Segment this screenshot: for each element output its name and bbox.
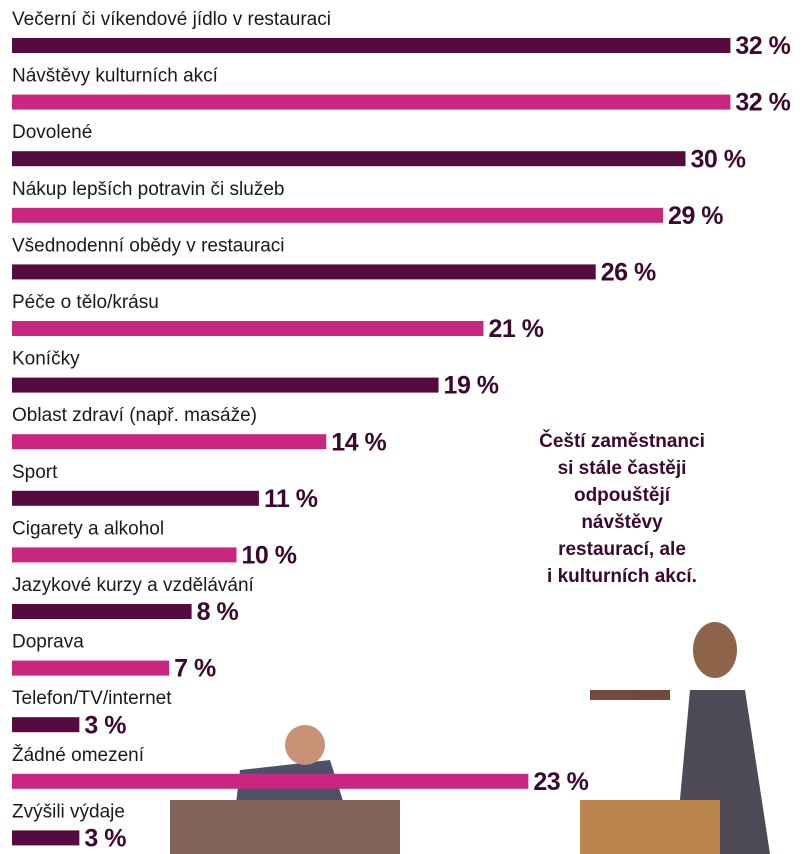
category-label: Nákup lepších potravin či služeb xyxy=(12,179,284,200)
annotation: si stále častěji xyxy=(558,458,687,479)
category-label: Sport xyxy=(12,462,58,483)
category-label: Večerní či víkendové jídlo v restauraci xyxy=(12,9,331,30)
annotation: i kulturních akcí. xyxy=(547,566,697,587)
bar xyxy=(12,264,596,280)
value-label: 14 % xyxy=(331,428,386,456)
value-label: 10 % xyxy=(242,542,297,570)
value-label: 23 % xyxy=(533,768,588,796)
tray xyxy=(590,690,670,700)
category-label: Doprava xyxy=(12,632,84,653)
bar xyxy=(12,207,664,223)
category-label: Koníčky xyxy=(12,349,80,370)
value-label: 30 % xyxy=(691,145,746,173)
bar xyxy=(12,151,686,167)
category-label: Telefon/TV/internet xyxy=(12,688,172,709)
bar xyxy=(12,377,439,393)
table xyxy=(580,800,720,854)
value-label: 11 % xyxy=(264,485,318,513)
bar xyxy=(12,490,259,506)
value-label: 32 % xyxy=(735,32,790,60)
value-label: 3 % xyxy=(84,711,126,739)
bar xyxy=(12,94,731,110)
category-label: Oblast zdraví (např. masáže) xyxy=(12,405,257,426)
value-label: 21 % xyxy=(488,315,543,343)
bar xyxy=(12,547,237,563)
category-label: Jazykové kurzy a vzdělávání xyxy=(12,575,255,596)
annotation: restaurací, ale xyxy=(558,539,686,560)
category-label: Návštěvy kulturních akcí xyxy=(12,66,219,87)
bar xyxy=(12,660,170,676)
category-label: Cigarety a alkohol xyxy=(12,518,164,539)
bar xyxy=(12,717,80,733)
value-label: 3 % xyxy=(84,825,126,853)
value-label: 29 % xyxy=(668,202,723,230)
chair xyxy=(170,800,400,854)
illustration xyxy=(170,622,770,854)
value-label: 32 % xyxy=(735,89,790,117)
value-label: 26 % xyxy=(601,259,656,287)
category-label: Dovolené xyxy=(12,122,92,143)
bar xyxy=(12,38,731,53)
bar xyxy=(12,321,484,336)
category-label: Zvýšili výdaje xyxy=(12,801,125,822)
man-head xyxy=(285,725,325,765)
category-label: Péče o tělo/krásu xyxy=(12,292,159,313)
value-label: 19 % xyxy=(444,372,499,400)
bar xyxy=(12,604,192,619)
annotation: odpouštějí xyxy=(574,485,671,506)
category-label: Žádné omezení xyxy=(12,744,145,766)
bar xyxy=(12,830,80,846)
annotation: Čeští zaměstnanci xyxy=(539,430,705,452)
category-label: Všednodenní obědy v restauraci xyxy=(12,235,285,256)
waiter-head xyxy=(693,622,737,678)
value-label: 7 % xyxy=(174,655,216,683)
bar xyxy=(12,434,327,450)
annotation: návštěvy xyxy=(581,512,663,533)
value-label: 8 % xyxy=(197,598,239,626)
bar xyxy=(12,773,529,789)
